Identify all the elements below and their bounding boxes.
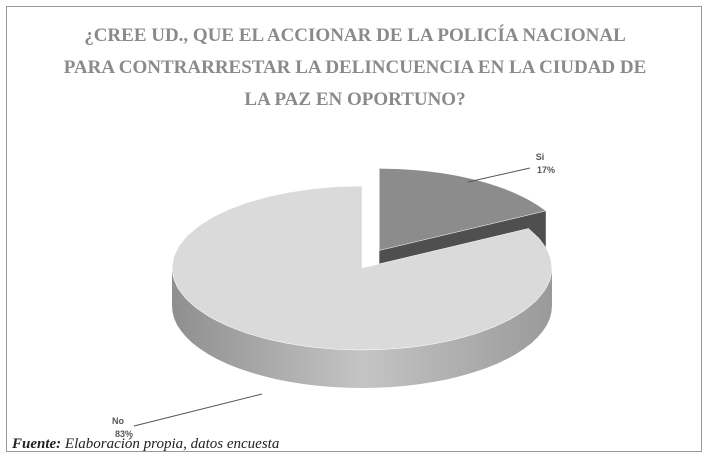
title-line: PARA CONTRARRESTAR LA DELINCUENCIA EN LA…: [63, 57, 647, 78]
value-label: 17%: [537, 165, 555, 175]
source-text: Elaboración propia, datos encuesta: [64, 436, 280, 452]
category-label: No: [112, 416, 124, 426]
source: Fuente: Elaboración propia, datos encues…: [12, 436, 279, 453]
category-label: Si: [536, 152, 545, 162]
title-line: ¿CREE UD., QUE EL ACCIONAR DE LA POLICÍA…: [84, 25, 626, 46]
frame: [6, 6, 702, 452]
value-label: 83%: [115, 429, 133, 439]
slice-side: [172, 268, 552, 388]
leader-line: [133, 393, 263, 427]
chart-title: ¿CREE UD., QUE EL ACCIONAR DE LA POLICÍA…: [0, 20, 710, 116]
leader-line: [467, 167, 531, 183]
source-label: Fuente:: [12, 436, 62, 452]
slice: [171, 185, 553, 351]
title-line: LA PAZ EN OPORTUNO?: [244, 89, 466, 110]
